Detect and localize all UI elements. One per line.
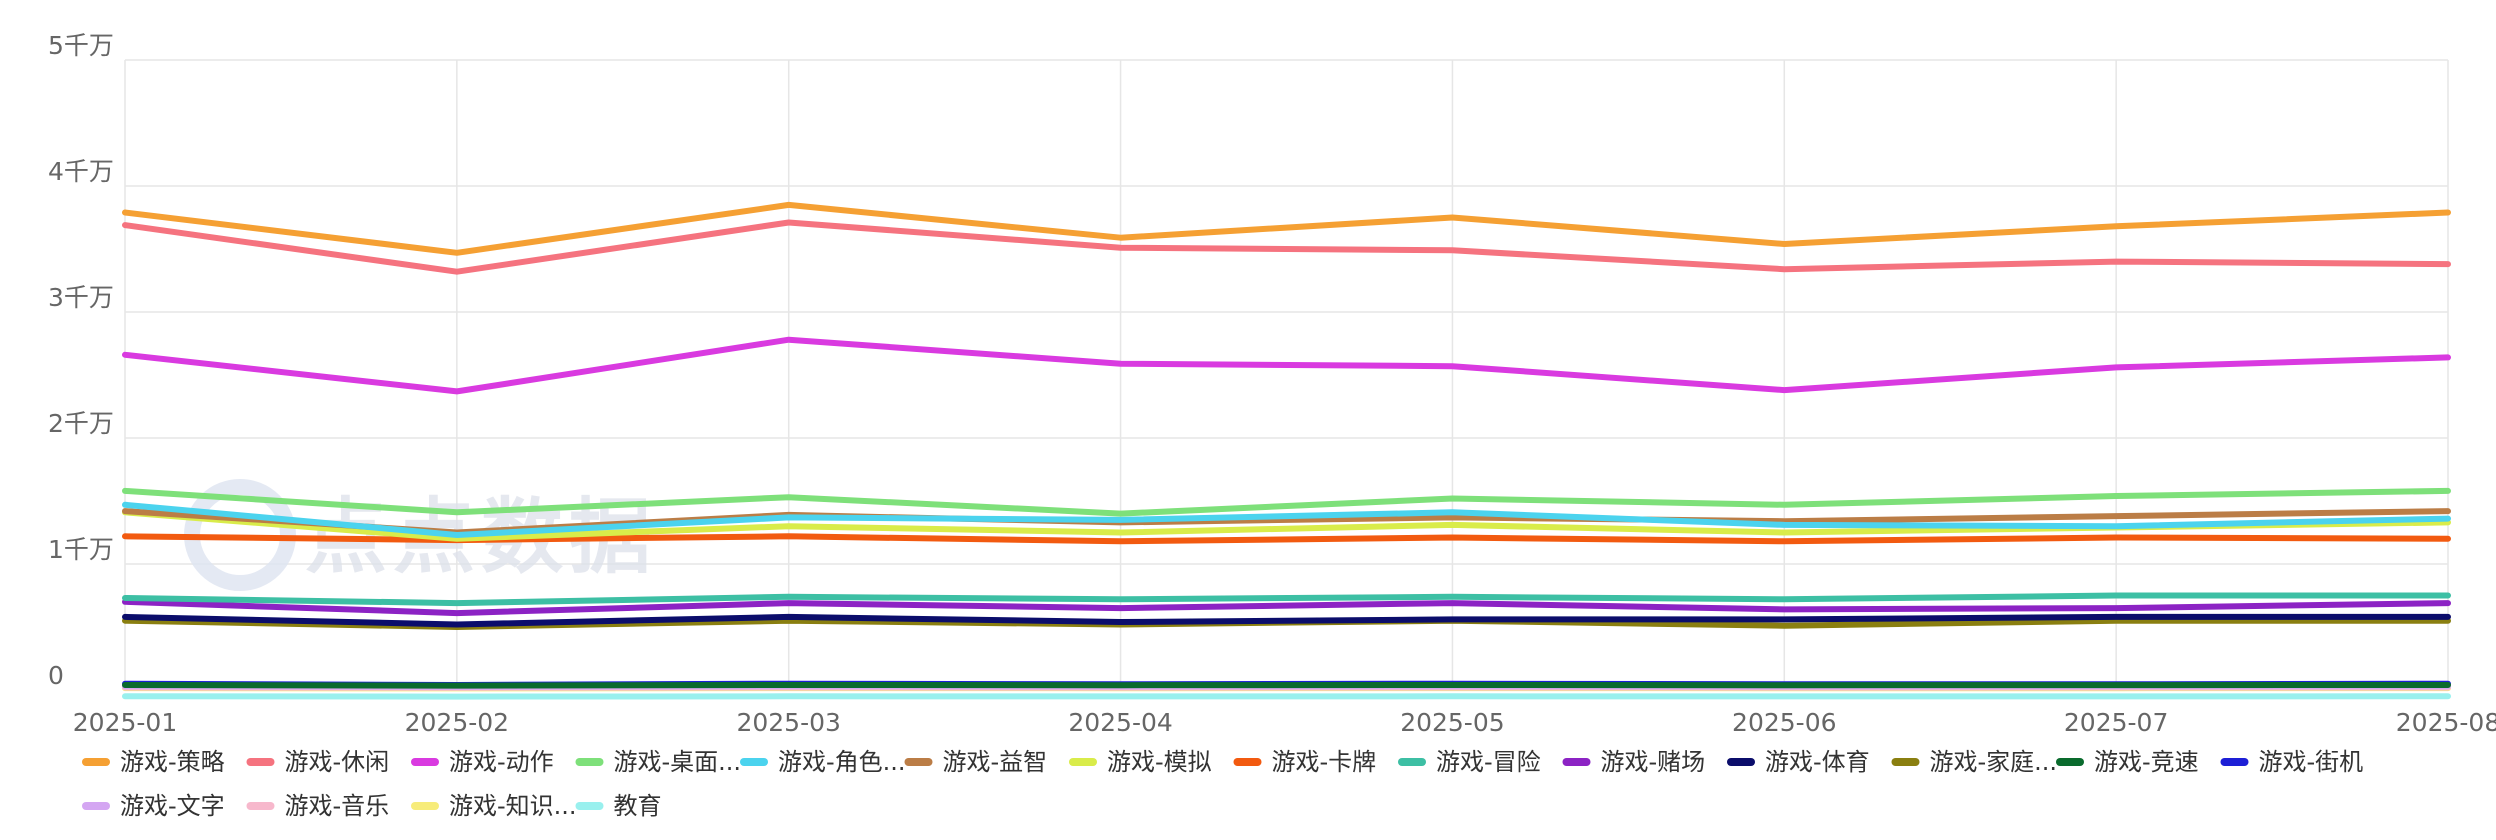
legend-swatch [2220, 758, 2249, 766]
x-tick-label: 2025-02 [405, 708, 509, 737]
legend-swatch [411, 758, 439, 766]
legend-swatch [411, 802, 439, 810]
series-line[interactable] [122, 501, 2451, 538]
series-line[interactable] [122, 613, 2451, 628]
legend-item[interactable]: 游戏-策略 [82, 748, 225, 776]
legend-swatch [1727, 758, 1755, 766]
legend-item[interactable]: 游戏-休闲 [246, 748, 390, 776]
legend-swatch [82, 758, 110, 766]
legend-label: 游戏-文字 [120, 792, 225, 820]
legend-item[interactable]: 游戏-知识... [411, 792, 577, 820]
legend-item[interactable]: 游戏-体育 [1727, 748, 1870, 776]
series-line[interactable] [122, 682, 2451, 689]
legend-swatch [904, 758, 933, 766]
legend-label: 游戏-桌面... [614, 748, 742, 776]
legend-label: 游戏-卡牌 [1272, 748, 1377, 776]
legend-item[interactable]: 游戏-街机 [2220, 748, 2364, 776]
legend-swatch [575, 758, 604, 766]
grid [124, 59, 2449, 691]
series-line[interactable] [122, 336, 2451, 395]
x-tick-label: 2025-06 [1732, 708, 1836, 737]
legend-label: 游戏-冒险 [1436, 748, 1541, 776]
legend-item[interactable]: 游戏-竞速 [2056, 748, 2199, 776]
legend-label: 游戏-竞速 [2094, 748, 2199, 776]
legend-item[interactable]: 游戏-卡牌 [1233, 748, 1377, 776]
legend-item[interactable]: 游戏-家庭... [1891, 748, 2058, 776]
legend-label: 游戏-赌场 [1601, 748, 1706, 776]
legend-swatch [246, 758, 275, 766]
series-lines [122, 201, 2451, 700]
y-tick-label: 1千万 [48, 535, 114, 564]
x-tick-label: 2025-04 [1068, 708, 1172, 737]
y-axis: 0 1千万 2千万 3千万 4千万 5千万 [48, 31, 114, 690]
legend-swatch [1233, 758, 1262, 766]
legend-item[interactable]: 游戏-桌面... [575, 748, 742, 776]
legend-item[interactable]: 教育 [575, 792, 662, 820]
x-tick-label: 2025-01 [73, 708, 177, 737]
legend-label: 游戏-动作 [449, 748, 554, 776]
x-axis: 2025-01 2025-02 2025-03 2025-04 2025-05 2025-… [73, 708, 2496, 737]
legend-label: 游戏-街机 [2259, 748, 2364, 776]
legend-label: 游戏-模拟 [1107, 748, 1212, 776]
x-tick-label: 2025-08 [2396, 708, 2496, 737]
legend-item[interactable]: 游戏-音乐 [246, 792, 390, 820]
x-tick-label: 2025-07 [2064, 708, 2168, 737]
legend-item[interactable]: 游戏-模拟 [1069, 748, 1212, 776]
y-tick-label: 3千万 [48, 283, 114, 312]
legend-item[interactable]: 游戏-动作 [411, 748, 554, 776]
series-line[interactable] [122, 598, 2451, 617]
legend-label: 游戏-休闲 [285, 748, 390, 776]
legend-swatch [1069, 758, 1097, 766]
legend-label: 游戏-体育 [1765, 748, 1870, 776]
legend-label: 游戏-音乐 [285, 792, 390, 820]
legend-item[interactable]: 游戏-角色... [740, 748, 906, 776]
series-line[interactable] [122, 201, 2451, 256]
legend-item[interactable]: 游戏-赌场 [1562, 748, 1706, 776]
legend-swatch [1891, 758, 1920, 766]
y-tick-label: 4千万 [48, 157, 114, 186]
legend-swatch [575, 802, 604, 810]
legend-label: 游戏-益智 [943, 748, 1048, 776]
legend-swatch [1562, 758, 1591, 766]
legend-label: 游戏-家庭... [1930, 748, 2058, 776]
series-line[interactable] [122, 219, 2451, 275]
legend-swatch [2056, 758, 2084, 766]
legend-label: 游戏-知识... [449, 792, 577, 820]
y-tick-label: 0 [48, 661, 64, 690]
series-line[interactable] [122, 592, 2451, 607]
legend: 游戏-策略 游戏-休闲 游戏-动作 游戏-桌面... 游戏-角色... 游戏-益智 游戏-模… [82, 748, 2363, 820]
x-tick-label: 2025-05 [1400, 708, 1504, 737]
legend-swatch [740, 758, 768, 766]
x-tick-label: 2025-03 [736, 708, 840, 737]
legend-item[interactable]: 游戏-益智 [904, 748, 1048, 776]
legend-item[interactable]: 游戏-文字 [82, 792, 225, 820]
y-tick-label: 2千万 [48, 409, 114, 438]
y-tick-label: 5千万 [48, 31, 114, 60]
legend-swatch [82, 802, 110, 810]
series-line[interactable] [122, 487, 2451, 517]
legend-label: 教育 [614, 792, 662, 820]
legend-label: 游戏-角色... [778, 748, 906, 776]
legend-item[interactable]: 游戏-冒险 [1398, 748, 1541, 776]
legend-swatch [246, 802, 275, 810]
legend-swatch [1398, 758, 1426, 766]
legend-label: 游戏-策略 [120, 748, 225, 776]
